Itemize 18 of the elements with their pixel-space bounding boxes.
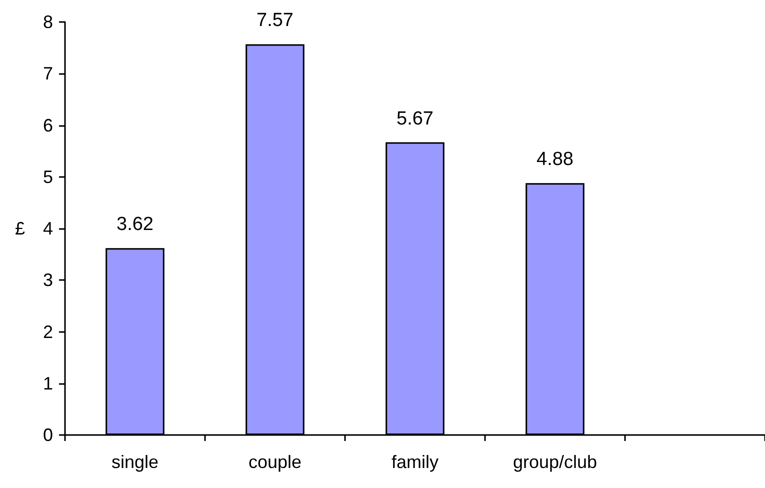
y-tick-label: 2: [42, 322, 53, 342]
y-tick-label: 5: [42, 166, 53, 187]
x-tick-label: couple: [248, 452, 302, 472]
data-label: 7.57: [256, 10, 294, 32]
data-label: 3.62: [116, 214, 154, 236]
y-tick-label: 1: [42, 373, 53, 394]
y-tick-label: 3: [42, 270, 53, 290]
y-tick-label: 7: [42, 64, 53, 84]
y-tick-label: 8: [42, 12, 53, 32]
data-label: 5.67: [396, 108, 434, 130]
x-tick-label: family: [391, 452, 439, 472]
y-tick-label: 0: [42, 425, 53, 445]
y-tick-label: 4: [42, 218, 53, 238]
y-tick-label: 6: [42, 115, 53, 136]
x-tick-label: group/club: [512, 452, 598, 472]
data-label: 4.88: [536, 149, 574, 170]
y-axis-title: £: [14, 218, 25, 238]
x-tick-label: single: [111, 452, 159, 472]
